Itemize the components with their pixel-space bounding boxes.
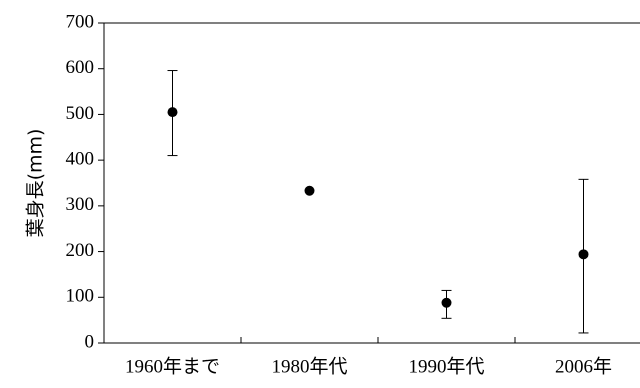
- data-point: [304, 185, 315, 196]
- x-tick-marks: [240, 337, 516, 343]
- y-tick-label: 300: [66, 194, 95, 215]
- x-tick-label: 1990年代: [408, 355, 484, 377]
- y-tick-label: 700: [66, 11, 95, 32]
- y-tick-label: 200: [66, 240, 95, 261]
- data-point: [441, 297, 452, 308]
- y-tick-label: 500: [66, 103, 95, 124]
- y-tick-labels: 0 100 200 300 400 500 600 700: [66, 11, 95, 352]
- y-tick-label: 100: [66, 286, 95, 307]
- y-tick-label: 0: [85, 331, 95, 352]
- x-tick-label: 2006年: [555, 355, 612, 377]
- data-point: [578, 249, 589, 260]
- y-tick-marks: [98, 22, 104, 344]
- y-tick-label: 600: [66, 57, 95, 78]
- y-axis-label: 葉身長(mm): [25, 129, 47, 238]
- error-bars: [167, 70, 589, 334]
- plot-frame: [103, 22, 640, 344]
- x-tick-labels: 1960年まで 1980年代 1990年代 2006年: [125, 355, 612, 377]
- x-tick-label: 1980年代: [271, 355, 347, 377]
- x-tick-label: 1960年まで: [125, 355, 220, 377]
- data-points: [167, 107, 589, 308]
- y-tick-label: 400: [66, 149, 95, 170]
- data-point: [167, 107, 178, 118]
